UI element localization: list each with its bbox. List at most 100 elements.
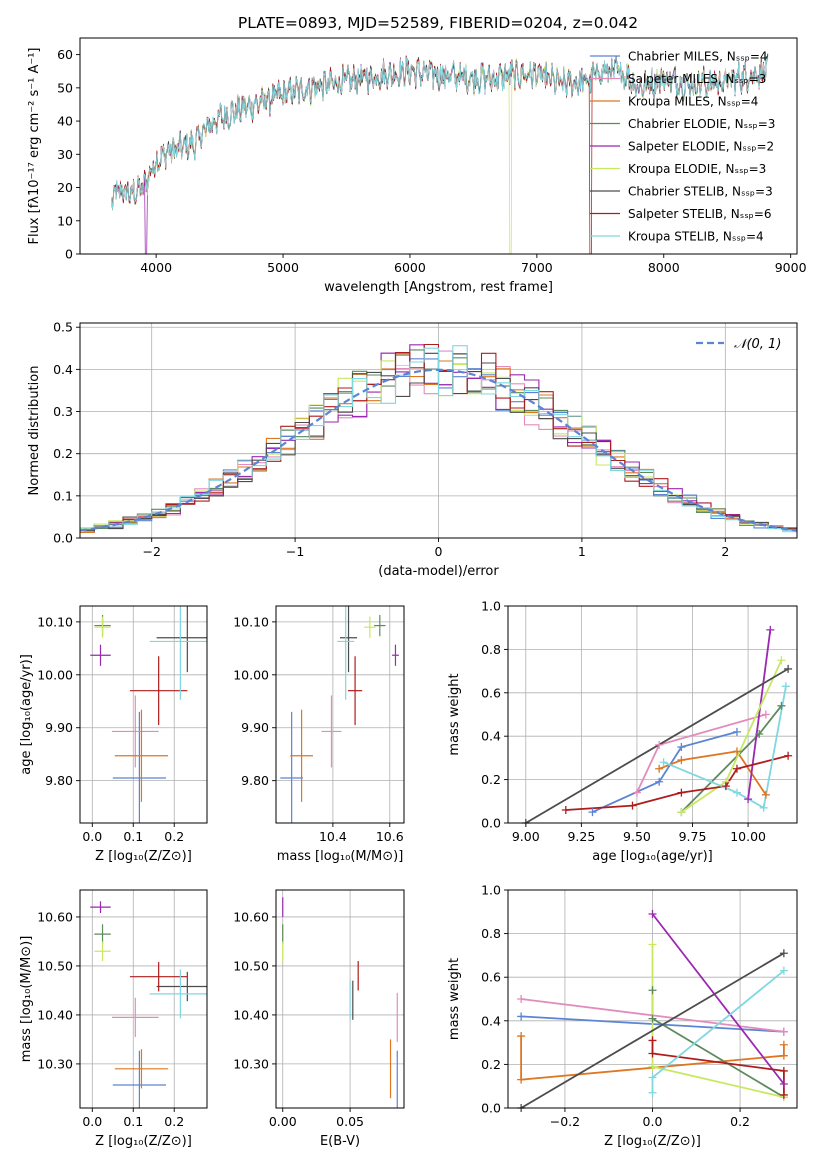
age-vs-mass-point xyxy=(340,606,358,673)
age-vs-mass-ytick-label: 9.80 xyxy=(241,773,269,788)
weight-vs-age-marker xyxy=(781,682,790,691)
residuals-ytick-label: 0.5 xyxy=(53,320,73,335)
age-vs-Z-point xyxy=(111,695,159,768)
age-vs-mass-point xyxy=(321,695,342,768)
weight-vs-age-marker xyxy=(777,656,786,665)
mass-vs-Z-point xyxy=(129,962,188,992)
residuals-xlabel: (data-model)/error xyxy=(378,564,499,579)
weight-vs-age-marker xyxy=(677,788,686,797)
weight-vs-age-marker xyxy=(632,788,641,797)
residuals-plot-area xyxy=(80,343,797,534)
weight-vs-Z-marker xyxy=(779,1040,788,1049)
mass-vs-Z-point xyxy=(111,997,159,1037)
weight-vs-Z-marker xyxy=(648,909,657,918)
weight-vs-age-marker xyxy=(761,790,770,799)
spectrum-ytick-label: 10 xyxy=(57,213,73,228)
weight-vs-Z-marker xyxy=(779,1090,788,1099)
mass-vs-Z-ytick-label: 10.50 xyxy=(37,958,73,973)
residuals-xtick-label: 0 xyxy=(435,544,443,559)
weight-vs-age-xtick-label: 10.00 xyxy=(730,829,766,844)
spectrum-title: PLATE=0893, MJD=52589, FIBERID=0204, z=0… xyxy=(238,14,638,32)
age-vs-mass-xtick-label: 10.6 xyxy=(376,829,404,844)
mass-vs-Z-ytick-label: 10.40 xyxy=(37,1007,73,1022)
mass-vs-Z-point xyxy=(94,924,111,944)
age-vs-Z-point xyxy=(114,709,169,802)
residuals-ytick-label: 0.1 xyxy=(53,488,73,503)
weight-vs-age-marker xyxy=(628,801,637,810)
weight-vs-Z-xtick-label: 0.0 xyxy=(643,1114,663,1129)
residuals-ytick-label: 0.4 xyxy=(53,362,73,377)
weight-vs-Z-ytick-label: 0.0 xyxy=(481,1101,501,1116)
residuals-xtick-label: −2 xyxy=(142,544,160,559)
weight-vs-age-marker xyxy=(561,805,570,814)
weight-vs-age-ytick-label: 0.6 xyxy=(481,685,501,700)
spectrum-xlabel: wavelength [Angstrom, rest frame] xyxy=(324,280,553,295)
mass-vs-ebv-ytick-label: 10.40 xyxy=(233,1007,269,1022)
weight-vs-age-line-4 xyxy=(747,629,772,800)
mass-vs-Z-ytick-label: 10.30 xyxy=(37,1056,73,1071)
weight-vs-Z-ytick-label: 1.0 xyxy=(481,883,501,898)
residuals-ytick-label: 0.3 xyxy=(53,404,73,419)
weight-vs-Z-marker xyxy=(779,949,788,958)
weight-vs-Z-ylabel: mass weight xyxy=(447,958,462,1040)
spectrum-series-8 xyxy=(111,56,769,210)
weight-vs-age-marker xyxy=(732,727,741,736)
spectrum-ytick-label: 40 xyxy=(57,114,73,129)
spectrum-xtick-label: 5000 xyxy=(267,260,299,275)
mass-vs-ebv-axes: 0.00 0.05 10.30 10.40 10.50 10.60 E(B-V) xyxy=(233,889,405,1149)
weight-vs-age-ylabel: mass weight xyxy=(447,673,462,755)
weight-vs-age-ytick-label: 0.8 xyxy=(481,642,501,657)
weight-vs-age-marker xyxy=(755,730,764,739)
weight-vs-age-plot-area xyxy=(525,629,789,823)
weight-vs-Z-marker xyxy=(648,1014,657,1023)
weight-vs-age-marker xyxy=(784,664,793,673)
weight-vs-age-marker xyxy=(732,788,741,797)
mass-vs-Z-point xyxy=(149,969,207,1019)
weight-vs-Z-xtick-label: 0.2 xyxy=(730,1114,750,1129)
residuals-axes: −2 −1 0 1 2 0.0 0.1 0.2 0.3 0.4 0.5 (data-model)/er… xyxy=(27,320,798,579)
spectrum-frame xyxy=(79,37,798,255)
mass-vs-ebv-plot-area xyxy=(282,897,398,1108)
age-vs-mass-point xyxy=(280,711,304,823)
weight-vs-age-marker xyxy=(655,740,664,749)
residuals-ytick-label: 0.2 xyxy=(53,446,73,461)
age-vs-Z-point xyxy=(90,644,111,666)
spectrum-plot-area xyxy=(111,53,769,254)
weight-vs-Z-line-7 xyxy=(651,1040,785,1095)
weight-vs-age-marker xyxy=(766,625,775,634)
age-vs-mass-axes: 10.4 10.6 9.80 9.90 10.00 10.10 mass [log₁₀(M/… xyxy=(233,605,405,864)
age-vs-mass-ytick-label: 10.00 xyxy=(233,667,269,682)
mass-vs-Z-xtick-label: 0.0 xyxy=(82,1114,102,1129)
weight-vs-age-marker xyxy=(784,751,793,760)
weight-vs-age-marker xyxy=(677,808,686,817)
weight-vs-Z-marker xyxy=(648,986,657,995)
weight-vs-age-marker xyxy=(659,758,668,767)
weight-vs-Z-xtick-label: −0.2 xyxy=(550,1114,580,1129)
weight-vs-age-marker xyxy=(721,782,730,791)
weight-vs-Z-marker xyxy=(517,1032,526,1041)
weight-vs-Z-frame xyxy=(507,889,798,1109)
spectrum-xtick-label: 9000 xyxy=(775,260,807,275)
weight-vs-age-ytick-label: 0.0 xyxy=(481,816,501,831)
spectrum-ylabel: Flux [fλ10⁻¹⁷ erg cm⁻² s⁻¹ A⁻¹] xyxy=(27,48,42,245)
weight-vs-Z-ytick-label: 0.6 xyxy=(481,970,501,985)
weight-vs-Z-ytick-label: 0.2 xyxy=(481,1057,501,1072)
age-vs-mass-plot-area xyxy=(280,606,399,823)
age-vs-Z-point xyxy=(112,711,167,823)
weight-vs-Z-line-8 xyxy=(651,970,785,1093)
weight-vs-age-marker xyxy=(655,777,664,786)
spectrum-ytick-label: 30 xyxy=(57,147,73,162)
age-vs-mass-point xyxy=(392,644,399,666)
mass-vs-Z-frame xyxy=(79,889,208,1109)
age-vs-mass-point xyxy=(347,656,363,726)
normal-curve xyxy=(80,368,797,532)
weight-vs-Z-marker xyxy=(517,1075,526,1084)
age-vs-mass-point xyxy=(374,614,386,637)
mass-vs-Z-point xyxy=(90,901,111,914)
weight-vs-Z-marker xyxy=(648,940,657,949)
legend-label-6: Chabrier STELIB, Nₛₛₚ=3 xyxy=(628,185,773,199)
mass-vs-Z-xtick-label: 0.2 xyxy=(164,1114,184,1129)
spectrum-xtick-label: 8000 xyxy=(648,260,680,275)
weight-vs-age-xtick-label: 9.25 xyxy=(567,829,595,844)
weight-vs-Z-marker xyxy=(779,1027,788,1036)
